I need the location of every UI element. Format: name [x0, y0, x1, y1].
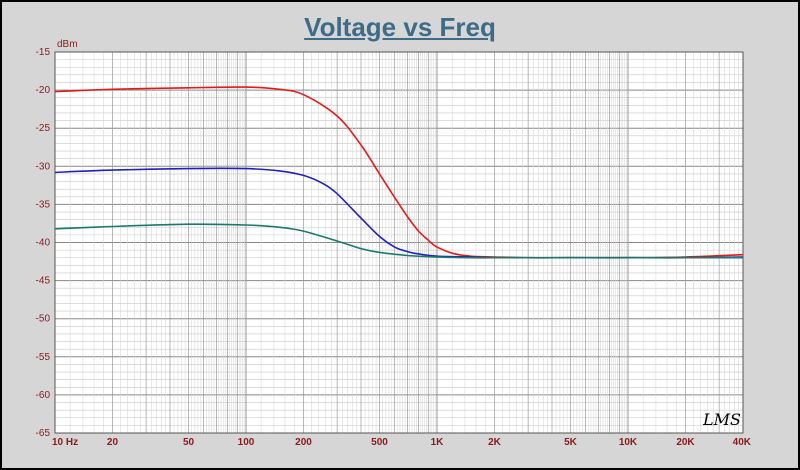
y-tick-label: -35	[36, 199, 51, 210]
x-tick-label: 20	[107, 437, 119, 448]
y-tick-label: -30	[36, 161, 51, 172]
y-tick-label: -45	[36, 276, 51, 287]
y-tick-label: -15	[36, 47, 51, 58]
x-tick-label: 100	[238, 437, 255, 448]
x-tick-label: 10 Hz	[52, 437, 78, 448]
x-tick-label: 5K	[564, 437, 578, 448]
y-tick-label: -40	[36, 238, 51, 249]
y-tick-label: -65	[36, 428, 51, 439]
y-tick-label: -55	[36, 352, 51, 363]
y-tick-label: -50	[36, 314, 51, 325]
x-tick-label: 10K	[619, 437, 638, 448]
x-tick-label: 40K	[733, 437, 752, 448]
x-tick-label: 20K	[676, 437, 695, 448]
y-tick-label: -25	[36, 123, 51, 134]
chart-title: Voltage vs Freq	[304, 12, 496, 42]
x-tick-label: 500	[371, 437, 388, 448]
x-tick-label: 2K	[488, 437, 502, 448]
y-axis-label: dBm	[57, 39, 78, 50]
y-tick-label: -20	[36, 85, 51, 96]
x-tick-label: 1K	[431, 437, 445, 448]
y-tick-labels: -15 -20 -25 -30 -35 -40 -45 -50 -55 -60 -65	[36, 47, 51, 439]
series-line-3	[54, 223, 743, 259]
x-tick-label: 200	[295, 437, 312, 448]
lms-watermark: LMS	[702, 410, 741, 429]
plot-border	[54, 51, 744, 434]
y-tick-label: -60	[36, 390, 51, 401]
x-tick-labels: 10 Hz 20 50 100 200 500 1K 2K 5K 10K 20K 40K	[52, 437, 752, 448]
grid	[54, 51, 744, 434]
x-tick-label: 50	[183, 437, 195, 448]
series-group	[54, 86, 744, 259]
